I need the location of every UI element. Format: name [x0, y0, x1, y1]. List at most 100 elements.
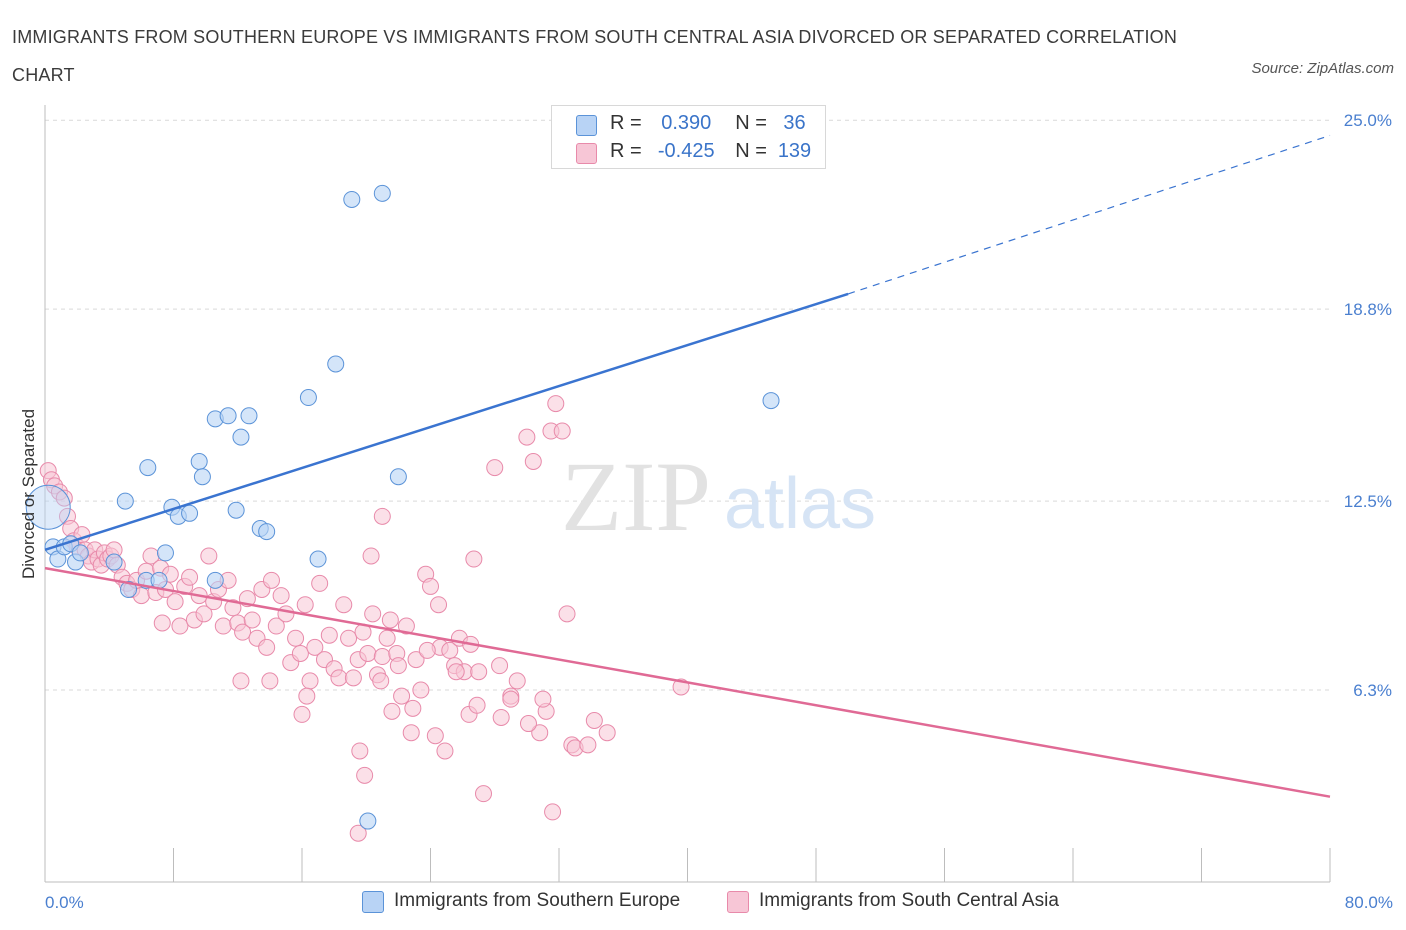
data-point-south-central-asia[interactable] [547, 395, 565, 413]
data-point-southern-europe[interactable] [150, 571, 168, 589]
data-point-south-central-asia[interactable] [195, 605, 213, 623]
data-point-southern-europe[interactable] [232, 428, 250, 446]
data-point-south-central-asia[interactable] [214, 617, 232, 635]
data-point-south-central-asia[interactable] [397, 617, 415, 635]
data-point-south-central-asia[interactable] [287, 629, 305, 647]
data-point-south-central-asia[interactable] [422, 577, 439, 595]
data-point-south-central-asia[interactable] [258, 638, 276, 656]
data-point-south-central-asia[interactable] [383, 702, 401, 720]
data-point-south-central-asia[interactable] [277, 605, 295, 623]
data-point-south-central-asia[interactable] [404, 699, 422, 717]
data-point-south-central-asia[interactable] [320, 626, 338, 644]
data-point-south-central-asia[interactable] [402, 724, 420, 742]
data-point-south-central-asia[interactable] [558, 605, 576, 623]
data-point-southern-europe[interactable] [227, 501, 245, 519]
data-point-southern-europe[interactable] [309, 550, 327, 568]
data-point-south-central-asia[interactable] [412, 681, 430, 699]
data-point-south-central-asia[interactable] [359, 644, 377, 662]
data-point-south-central-asia[interactable] [351, 742, 369, 760]
data-point-south-central-asia[interactable] [373, 507, 391, 525]
data-point-south-central-asia[interactable] [518, 428, 536, 446]
data-point-south-central-asia[interactable] [534, 690, 552, 708]
data-point-south-central-asia[interactable] [553, 422, 571, 440]
data-point-southern-europe[interactable] [258, 523, 276, 541]
data-point-south-central-asia[interactable] [441, 641, 459, 659]
data-point-south-central-asia[interactable] [470, 663, 488, 681]
data-point-south-central-asia[interactable] [171, 617, 189, 635]
data-point-south-central-asia[interactable] [291, 644, 309, 662]
data-point-south-central-asia[interactable] [306, 638, 324, 656]
data-point-south-central-asia[interactable] [344, 669, 362, 687]
data-point-south-central-asia[interactable] [475, 785, 493, 803]
data-point-south-central-asia[interactable] [298, 687, 316, 705]
data-point-southern-europe[interactable] [359, 812, 377, 830]
data-point-southern-europe[interactable] [71, 544, 89, 562]
data-point-south-central-asia[interactable] [200, 547, 218, 565]
data-point-south-central-asia[interactable] [407, 651, 425, 669]
data-point-south-central-asia[interactable] [262, 571, 280, 589]
data-point-southern-europe[interactable] [181, 504, 199, 522]
data-point-southern-europe[interactable] [299, 389, 317, 407]
data-point-south-central-asia[interactable] [55, 489, 73, 507]
data-point-southern-europe[interactable] [327, 355, 345, 373]
data-point-southern-europe[interactable] [343, 190, 361, 208]
data-point-southern-europe[interactable] [389, 468, 407, 486]
data-point-southern-europe[interactable] [373, 184, 391, 202]
data-point-south-central-asia[interactable] [585, 712, 603, 730]
data-point-south-central-asia[interactable] [232, 672, 250, 690]
data-point-southern-europe[interactable] [105, 553, 123, 571]
data-point-south-central-asia[interactable] [372, 672, 390, 690]
data-point-south-central-asia[interactable] [243, 611, 261, 629]
data-point-south-central-asia[interactable] [418, 641, 436, 659]
data-point-south-central-asia[interactable] [261, 672, 279, 690]
data-point-southern-europe[interactable] [762, 392, 780, 410]
data-point-south-central-asia[interactable] [519, 715, 537, 733]
data-point-south-central-asia[interactable] [486, 459, 504, 477]
data-point-south-central-asia[interactable] [579, 736, 597, 754]
data-point-south-central-asia[interactable] [492, 708, 510, 726]
data-point-south-central-asia[interactable] [301, 672, 319, 690]
data-point-south-central-asia[interactable] [340, 629, 358, 647]
data-point-south-central-asia[interactable] [491, 657, 509, 675]
data-point-south-central-asia[interactable] [465, 550, 483, 568]
data-point-south-central-asia[interactable] [531, 724, 549, 742]
data-point-southern-europe[interactable] [240, 407, 258, 425]
data-point-south-central-asia[interactable] [166, 593, 184, 611]
data-point-southern-europe[interactable] [156, 544, 174, 562]
data-point-southern-europe[interactable] [25, 484, 71, 530]
data-point-south-central-asia[interactable] [378, 629, 396, 647]
data-point-south-central-asia[interactable] [502, 690, 520, 708]
data-point-southern-europe[interactable] [116, 492, 134, 510]
data-point-south-central-asia[interactable] [296, 596, 314, 614]
data-point-south-central-asia[interactable] [468, 696, 486, 714]
data-point-south-central-asia[interactable] [356, 766, 374, 784]
data-point-south-central-asia[interactable] [364, 605, 382, 623]
data-point-south-central-asia[interactable] [544, 803, 562, 821]
data-point-south-central-asia[interactable] [436, 742, 454, 760]
data-point-south-central-asia[interactable] [349, 824, 367, 842]
data-point-south-central-asia[interactable] [524, 453, 542, 471]
data-point-south-central-asia[interactable] [381, 611, 399, 629]
data-point-south-central-asia[interactable] [393, 687, 411, 705]
data-point-south-central-asia[interactable] [153, 614, 171, 632]
data-point-south-central-asia[interactable] [362, 547, 380, 565]
data-point-southern-europe[interactable] [219, 407, 237, 425]
data-point-south-central-asia[interactable] [426, 727, 444, 745]
data-point-south-central-asia[interactable] [508, 672, 526, 690]
data-point-south-central-asia[interactable] [389, 657, 407, 675]
data-point-southern-europe[interactable] [139, 459, 157, 477]
data-point-south-central-asia[interactable] [447, 663, 465, 681]
data-point-southern-europe[interactable] [190, 453, 208, 471]
data-point-south-central-asia[interactable] [598, 724, 616, 742]
data-point-south-central-asia[interactable] [272, 587, 290, 605]
data-point-south-central-asia[interactable] [335, 596, 353, 614]
data-point-southern-europe[interactable] [206, 571, 224, 589]
data-point-south-central-asia[interactable] [330, 669, 348, 687]
data-point-south-central-asia[interactable] [430, 596, 448, 614]
data-point-south-central-asia[interactable] [373, 648, 391, 666]
data-point-south-central-asia[interactable] [224, 599, 242, 617]
data-point-southern-europe[interactable] [120, 580, 138, 598]
data-point-south-central-asia[interactable] [293, 705, 311, 723]
data-point-south-central-asia[interactable] [311, 574, 329, 592]
data-point-south-central-asia[interactable] [234, 623, 252, 641]
